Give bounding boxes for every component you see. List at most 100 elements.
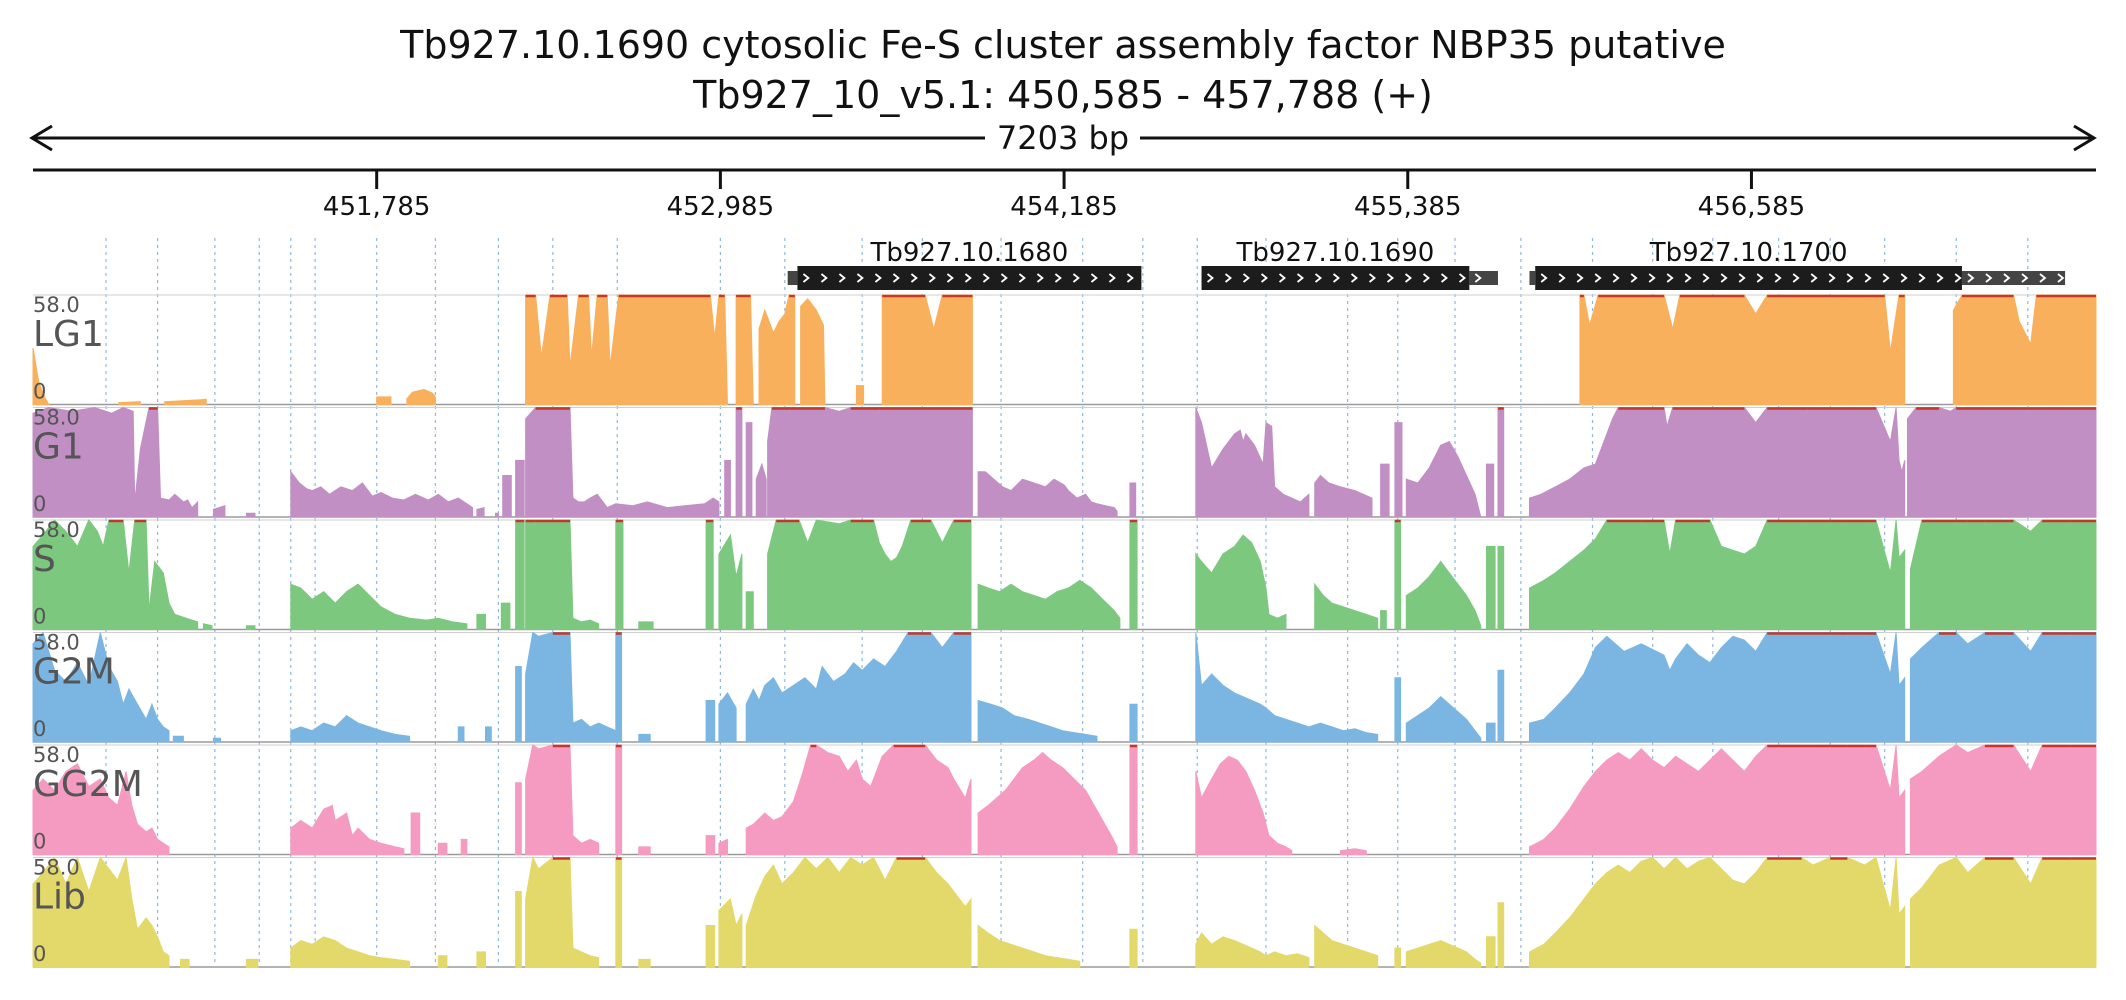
coverage-area-g1-18 xyxy=(1380,463,1390,518)
coverage-area-g2m-1 xyxy=(172,735,184,743)
coverage-area-lg1-9 xyxy=(855,385,865,405)
gene-utr3-chevron xyxy=(2021,273,2029,283)
coverage-area-s-18 xyxy=(1380,610,1387,630)
gene-cds-chevron xyxy=(1368,273,1376,283)
coverage-area-g2m-21 xyxy=(1909,632,2097,743)
gene-cds-chevron xyxy=(1224,273,1232,283)
track-GG2M: 58.0 0 GG2M xyxy=(32,743,2097,856)
coverage-area-g1-8 xyxy=(525,407,720,518)
coverage-area-lib-5 xyxy=(476,951,486,968)
coverage-area-lg1-3 xyxy=(376,396,392,405)
gene-cds-chevron xyxy=(1260,273,1268,283)
gene-cds-chevron xyxy=(982,273,990,283)
gene-cds-chevron xyxy=(1054,273,1062,283)
gene-cds-chevron xyxy=(1458,273,1466,283)
coverage-area-g2m-5 xyxy=(485,726,492,743)
coverage-area-lib-21 xyxy=(1529,856,1906,968)
coverage-area-g1-16 xyxy=(1195,407,1310,518)
coverage-area-lg1-10 xyxy=(881,294,973,405)
coverage-area-lib-17 xyxy=(1394,947,1402,968)
coverage-area-g1-19 xyxy=(1394,422,1403,518)
coverage-area-g2m-19 xyxy=(1497,669,1505,743)
gene-cds-chevron xyxy=(1018,273,1026,283)
coverage-area-lib-4 xyxy=(437,955,448,968)
gene-cds-chevron xyxy=(1918,273,1926,283)
coverage-area-lib-20 xyxy=(1497,902,1505,968)
coverage-area-lg1-8 xyxy=(800,298,826,405)
gene-cds-chevron xyxy=(1648,273,1656,283)
gene-cds-chevron xyxy=(1108,273,1116,283)
coverage-area-s-9 xyxy=(638,621,654,630)
gene-cds-chevron xyxy=(892,273,900,283)
axis-tick-label-3: 455,385 xyxy=(1354,192,1462,222)
coverage-area-gg2m-2 xyxy=(410,812,421,855)
gene-cds-chevron xyxy=(1072,273,1080,283)
y-zero-label-g2m: 0 xyxy=(33,717,46,741)
gene-utr5-0 xyxy=(787,271,798,285)
gene-cds-chevron xyxy=(1404,273,1412,283)
coverage-area-gg2m-9 xyxy=(705,835,716,855)
coverage-area-s-7 xyxy=(525,519,600,630)
gene-cds-chevron xyxy=(1440,273,1448,283)
gene-cds-chevron xyxy=(1828,273,1836,283)
coverage-area-s-1 xyxy=(202,623,213,630)
coverage-area-lib-11 xyxy=(718,898,743,968)
coverage-area-s-14 xyxy=(977,579,1121,630)
gene-cds-chevron xyxy=(1774,273,1782,283)
coverage-area-s-16 xyxy=(1195,534,1287,630)
coverage-area-lib-14 xyxy=(1129,928,1138,968)
coverage-area-lib-19 xyxy=(1486,936,1496,968)
gene-cds-chevron xyxy=(1792,273,1800,283)
coverage-area-s-3 xyxy=(290,583,468,630)
gene-cds-chevron xyxy=(1882,273,1890,283)
gene-cds-chevron xyxy=(1936,273,1944,283)
coverage-area-s-10 xyxy=(705,519,714,630)
coverage-area-g1-15 xyxy=(1129,482,1137,518)
coverage-area-gg2m-15 xyxy=(1340,848,1367,855)
coverage-area-g1-3 xyxy=(290,470,474,518)
chart-subtitle: Tb927_10_v5.1: 450,585 - 457,788 (+) xyxy=(692,73,1433,117)
track-G2M: 58.0 0 G2M xyxy=(32,631,2097,743)
gene-cds-chevron xyxy=(1000,273,1008,283)
gene-cds-chevron xyxy=(1594,273,1602,283)
coverage-area-g1-20 xyxy=(1405,440,1482,518)
coverage-area-g1-22 xyxy=(1497,407,1505,518)
chart-title: Tb927.10.1690 cytosolic Fe-S cluster ass… xyxy=(399,23,1726,67)
track-Lib: 58.0 0 Lib xyxy=(32,856,2097,968)
coverage-area-lib-3 xyxy=(290,936,411,968)
coverage-area-s-0 xyxy=(32,519,199,630)
coverage-area-g1-7 xyxy=(515,459,525,518)
gene-label-2: Tb927.10.1700 xyxy=(1649,238,1848,268)
coverage-area-g2m-6 xyxy=(515,666,522,743)
coverage-area-lib-2 xyxy=(245,958,259,968)
gene-cds-chevron xyxy=(802,273,810,283)
coverage-area-g1-4 xyxy=(476,506,485,518)
gene-track: Tb927.10.1680 Tb927.10.1690 Tb927.10.1700 xyxy=(787,238,2066,290)
coverage-area-gg2m-0 xyxy=(32,763,170,855)
gene-cds-chevron xyxy=(1296,273,1304,283)
gene-cds-chevron xyxy=(1864,273,1872,283)
gene-utr3-chevron xyxy=(1967,273,1975,283)
coverage-area-s-2 xyxy=(245,625,256,630)
coverage-area-s-4 xyxy=(476,613,486,630)
coverage-area-g1-5 xyxy=(495,512,499,518)
gene-cds-chevron xyxy=(1036,273,1044,283)
coverage-area-lib-10 xyxy=(705,925,716,968)
gene-utr3-chevron xyxy=(1474,273,1482,283)
coverage-area-g2m-18 xyxy=(1486,722,1496,743)
y-max-label-g2m: 58.0 xyxy=(33,631,80,655)
y-zero-label-gg2m: 0 xyxy=(33,830,46,854)
gene-utr3-1 xyxy=(1469,271,1498,285)
track-name-lg1: LG1 xyxy=(33,314,104,355)
coverage-area-g2m-9 xyxy=(638,733,651,743)
coverage-area-gg2m-6 xyxy=(525,744,600,855)
coverage-area-lib-16 xyxy=(1314,924,1379,968)
gene-cds-2 xyxy=(1535,266,1962,290)
gene-cds-1 xyxy=(1201,266,1470,290)
gene-cds-chevron xyxy=(1738,273,1746,283)
gene-cds-chevron xyxy=(1558,273,1566,283)
coverage-area-gg2m-4 xyxy=(460,838,468,855)
gene-cds-chevron xyxy=(1242,273,1250,283)
gene-utr5-2 xyxy=(1529,271,1536,285)
